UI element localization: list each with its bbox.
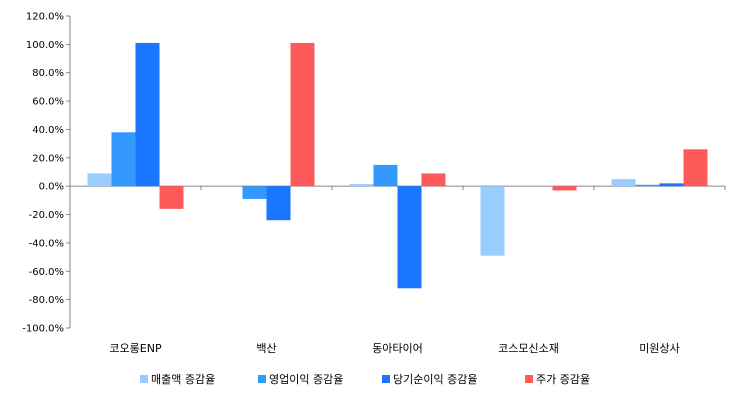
bar bbox=[611, 179, 636, 187]
bar bbox=[373, 164, 398, 187]
legend-label: 영업이익 증감율 bbox=[269, 373, 343, 386]
legend-label: 매출액 증감율 bbox=[151, 373, 215, 386]
y-tick-label: -80.0% bbox=[29, 295, 64, 306]
y-tick-label: 60.0% bbox=[32, 97, 64, 108]
y-tick-label: 100.0% bbox=[26, 40, 64, 51]
bar bbox=[635, 184, 660, 187]
bar bbox=[290, 42, 315, 187]
bar bbox=[159, 186, 184, 209]
category-label: 미원상사 bbox=[639, 342, 679, 355]
bar bbox=[659, 183, 684, 187]
bar bbox=[135, 42, 160, 187]
y-tick-label: -40.0% bbox=[29, 238, 64, 249]
bar bbox=[87, 173, 112, 187]
bar bbox=[552, 186, 577, 191]
legend-swatch bbox=[525, 375, 533, 383]
y-tick-label: 20.0% bbox=[32, 153, 64, 164]
legend-label: 주가 증감율 bbox=[536, 373, 590, 386]
bar bbox=[242, 186, 267, 199]
legend-label: 당기순이익 증감율 bbox=[393, 373, 477, 386]
y-tick-label: 40.0% bbox=[32, 125, 64, 136]
bar bbox=[111, 132, 136, 187]
bar bbox=[480, 186, 505, 256]
y-tick-label: 80.0% bbox=[32, 68, 64, 79]
category-label: 코오롱ENP bbox=[109, 342, 162, 355]
y-tick-label: -20.0% bbox=[29, 210, 64, 221]
legend-swatch bbox=[258, 375, 266, 383]
bar bbox=[266, 186, 291, 221]
bar bbox=[349, 184, 374, 187]
y-tick-label: 120.0% bbox=[26, 12, 64, 23]
category-label: 코스모신소재 bbox=[498, 342, 559, 355]
bar bbox=[397, 186, 422, 289]
bar bbox=[421, 173, 446, 187]
y-tick-label: -60.0% bbox=[29, 267, 64, 278]
category-label: 백산 bbox=[256, 342, 276, 355]
legend-swatch bbox=[140, 375, 148, 383]
y-tick-label: -100.0% bbox=[22, 324, 64, 335]
y-tick-label: 0.0% bbox=[39, 182, 64, 193]
bar bbox=[683, 149, 708, 187]
category-label: 동아타이어 bbox=[372, 342, 423, 355]
legend-swatch bbox=[382, 375, 390, 383]
